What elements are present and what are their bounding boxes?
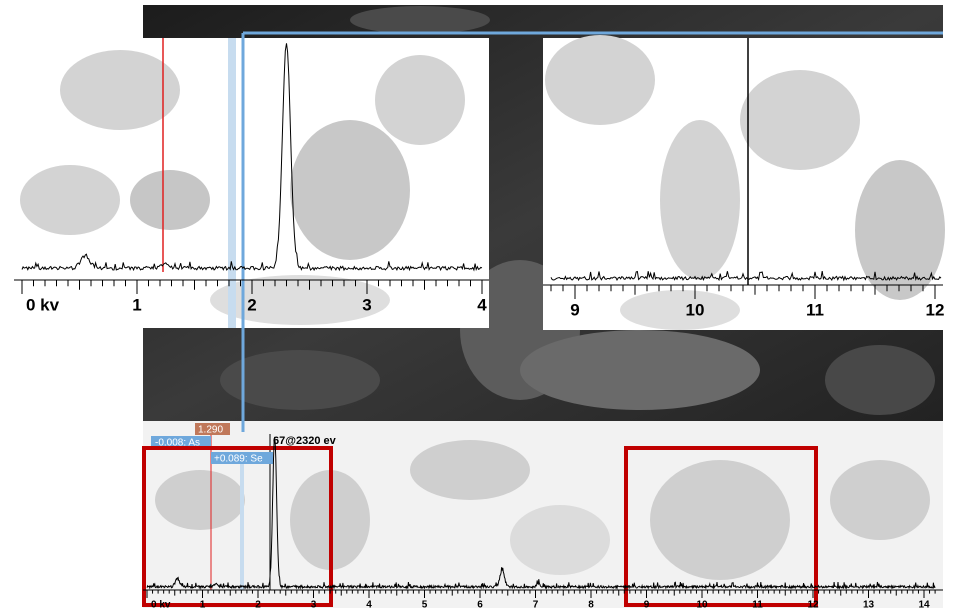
- tick-label: 2: [247, 295, 256, 314]
- tick-label: 7: [533, 600, 539, 608]
- screen: 1.290 -0.008: As +0.089: Se 67@2320 ev 0…: [0, 0, 961, 608]
- tick-label: 9: [570, 300, 579, 319]
- tick-label: 6: [477, 600, 483, 608]
- tick-label: 14: [918, 600, 930, 608]
- tick-label: 8: [588, 600, 594, 608]
- tick-label: 9: [644, 600, 650, 608]
- tick-label: 10: [686, 300, 705, 319]
- marker-se: +0.089: Se: [214, 454, 263, 465]
- tick-label: 10: [696, 600, 708, 608]
- tick-label: 2: [255, 600, 261, 608]
- tick-label: 5: [422, 600, 428, 608]
- tick-label: 1: [200, 600, 206, 608]
- tick-label: 3: [362, 295, 371, 314]
- tick-label: 1: [132, 295, 141, 314]
- tick-label: 13: [863, 600, 875, 608]
- tick-label: 0 kv: [151, 600, 171, 608]
- tick-label: 11: [806, 300, 824, 319]
- tick-label: 12: [807, 600, 819, 608]
- cursor-value: 1.290: [198, 425, 223, 436]
- tick-label: 4: [366, 600, 372, 608]
- tick-label: 0 kv: [26, 295, 60, 314]
- peak-label: 67@2320 ev: [273, 435, 337, 447]
- tick-label: 4: [477, 295, 487, 314]
- tick-label: 11: [752, 600, 763, 608]
- tick-label: 12: [926, 300, 945, 319]
- tick-label: 3: [311, 600, 317, 608]
